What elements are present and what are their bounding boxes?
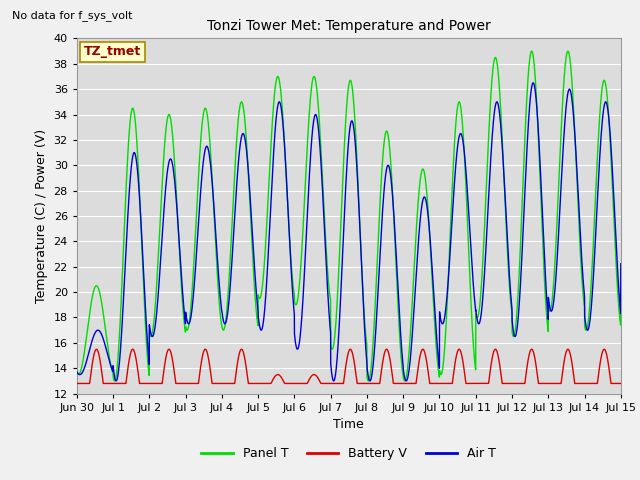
X-axis label: Time: Time (333, 418, 364, 431)
Title: Tonzi Tower Met: Temperature and Power: Tonzi Tower Met: Temperature and Power (207, 19, 491, 33)
Legend: Panel T, Battery V, Air T: Panel T, Battery V, Air T (196, 443, 501, 466)
Y-axis label: Temperature (C) / Power (V): Temperature (C) / Power (V) (35, 129, 48, 303)
Text: No data for f_sys_volt: No data for f_sys_volt (12, 10, 132, 21)
Text: TZ_tmet: TZ_tmet (84, 45, 141, 59)
